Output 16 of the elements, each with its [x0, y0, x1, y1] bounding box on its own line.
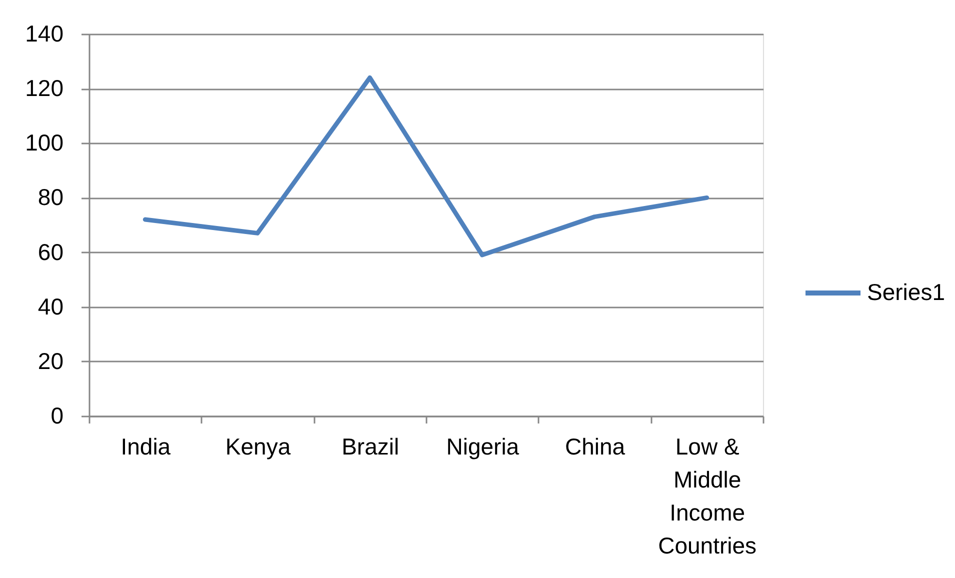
- x-tick-label: Brazil: [342, 434, 400, 460]
- legend-label: Series1: [867, 279, 945, 305]
- y-tick-label: 140: [25, 20, 64, 46]
- y-tick-label: 60: [38, 238, 64, 265]
- x-tick-label: Low & Middle Income Countries: [658, 434, 757, 558]
- x-tick-label: China: [564, 434, 626, 460]
- y-tick-label: 100: [25, 130, 64, 156]
- x-tick-label: India: [120, 434, 171, 460]
- y-tick-label: 0: [50, 402, 64, 428]
- y-tick-label: 40: [38, 293, 64, 320]
- y-tick-label: 120: [25, 75, 64, 102]
- x-tick-label: Nigeria: [446, 434, 520, 460]
- line-series: [142, 75, 710, 258]
- x-tick-label: Kenya: [225, 434, 291, 460]
- y-tick-label: 80: [38, 184, 64, 210]
- y-tick-label: 20: [38, 348, 64, 374]
